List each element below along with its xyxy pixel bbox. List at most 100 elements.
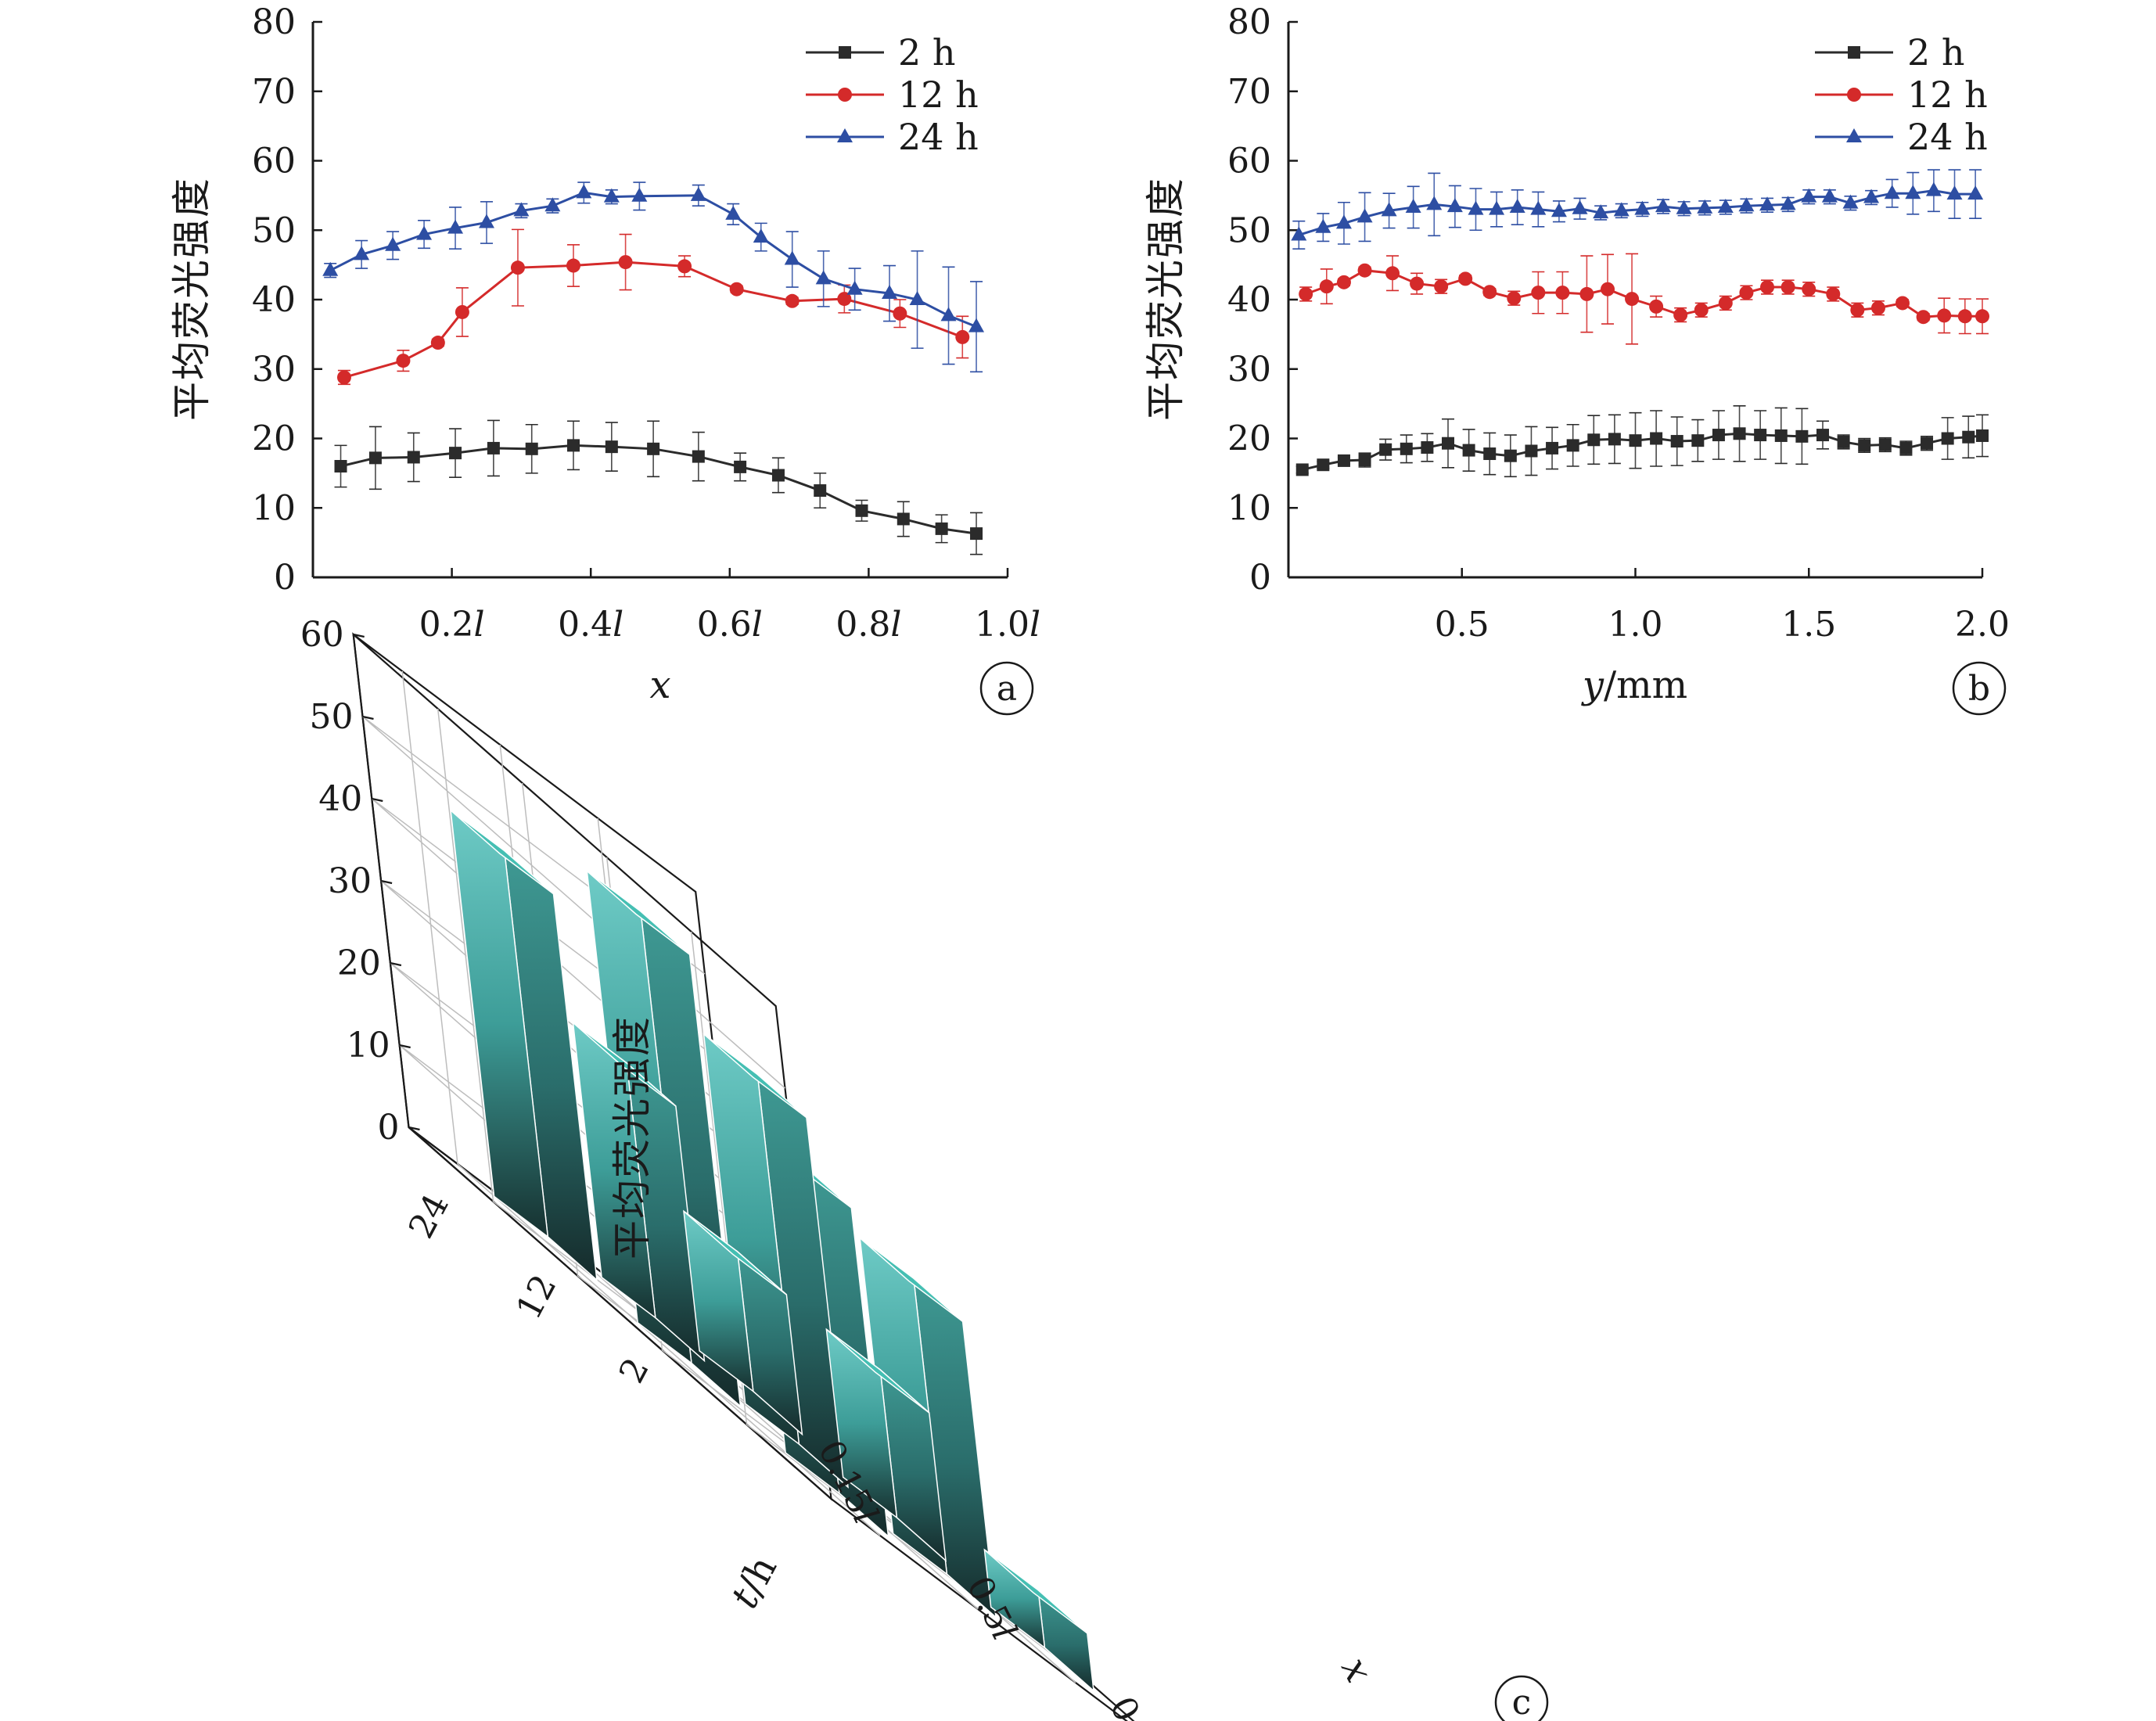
chart-a-x-tick-unit: l xyxy=(613,605,623,645)
chart-a-data-point xyxy=(815,270,832,285)
chart-b-data-point xyxy=(1572,199,1588,214)
chart-c-z-tick xyxy=(390,961,402,967)
chart-a-x-tick-unit: l xyxy=(752,605,763,645)
chart-a-data-point xyxy=(940,307,957,322)
chart-a-data-point xyxy=(846,280,863,295)
chart-c-z-tick-label: 30 xyxy=(328,861,372,901)
chart-b-data-point xyxy=(1759,196,1776,211)
chart-b-data-point xyxy=(1405,198,1421,213)
chart-a-data-point xyxy=(513,202,530,217)
chart-b-data-point xyxy=(1941,432,1954,445)
chart-b-x-tick-label: 0.5 xyxy=(1435,605,1489,645)
chart-b-data-point xyxy=(1925,181,1942,196)
chart-b-data-point xyxy=(1962,430,1975,444)
chart-b-data-point xyxy=(1335,214,1352,229)
chart-a-data-point xyxy=(837,292,852,307)
chart-b-data-point xyxy=(1601,282,1615,296)
chart-b-data-point xyxy=(1870,300,1885,315)
chart-c-z-tick xyxy=(372,797,383,803)
chart-c-gridline xyxy=(401,670,881,1536)
chart-b-data-point xyxy=(1975,309,1989,324)
chart-b-data-point xyxy=(1673,307,1688,322)
chart-a-y-tick-label: 10 xyxy=(252,488,296,528)
chart-b-data-point xyxy=(1421,441,1434,455)
chart-c-t-tick-label: 2 xyxy=(612,1352,657,1390)
chart-b-data-point xyxy=(1381,202,1397,217)
chart-b-data-point xyxy=(1410,276,1425,291)
chart-a-x-tick-unit: l xyxy=(890,605,901,645)
chart-b-series-line xyxy=(1302,432,1983,471)
chart-b-data-point xyxy=(1385,266,1400,281)
chart-c-z-tick-label: 40 xyxy=(318,779,362,819)
chart-b-y-tick-label: 70 xyxy=(1227,72,1271,112)
chart-b-y-tick-label: 30 xyxy=(1227,350,1271,390)
chart-b-data-point xyxy=(1878,438,1892,451)
chart-b-data-point xyxy=(1795,429,1809,443)
chart-a-data-point xyxy=(753,228,769,243)
chart-a-y-tick-label: 50 xyxy=(252,210,296,250)
chart-a-data-point xyxy=(647,442,660,455)
chart-c-z-tick-label: 10 xyxy=(347,1026,390,1065)
chart-b-data-point xyxy=(1507,291,1522,306)
chart-b-data-point xyxy=(1802,282,1816,296)
chart-b-data-point xyxy=(1317,458,1330,472)
chart-b-data-point xyxy=(1400,442,1413,455)
chart-c-t-tick-label: 12 xyxy=(508,1268,564,1325)
chart-a-data-point xyxy=(677,259,692,274)
chart-c-bar-top xyxy=(983,1549,1088,1634)
chart-b-data-point xyxy=(1649,299,1664,314)
chart-c-ylabel-char: 均 xyxy=(609,1180,655,1219)
chart-b-y-ticks: 0 10 20 30 40 50 60 70 80 xyxy=(1227,2,1298,598)
chart-b-data-point xyxy=(1336,275,1351,289)
chart-a-ylabel-char: 度 xyxy=(169,178,214,217)
chart-b-data-point xyxy=(1921,437,1934,450)
chart-b-data-point xyxy=(1555,286,1570,300)
chart-b-data-point xyxy=(1337,454,1350,467)
chart-a-data-point xyxy=(430,336,445,350)
chart-b-y-tick-label: 20 xyxy=(1227,419,1271,459)
chart-a-data-point xyxy=(968,318,985,332)
chart-b-data-point xyxy=(1566,439,1579,452)
chart-c-z-tick-label: 0 xyxy=(378,1108,400,1148)
chart-a-data-point xyxy=(605,440,618,454)
chart-a-data-point xyxy=(692,450,705,463)
chart-b-data-point xyxy=(1760,280,1775,295)
chart-a-data-point xyxy=(855,504,868,517)
chart-a-legend-label: 24 h xyxy=(898,116,979,158)
chart-c-z-tick xyxy=(408,1126,420,1131)
chart-b-ylabel-char: 强 xyxy=(1143,219,1188,258)
chart-a-data-point xyxy=(814,484,827,498)
chart-a-ylabel-char: 光 xyxy=(169,260,214,299)
chart-c-bar-top xyxy=(586,870,691,955)
chart-b-data-point xyxy=(1691,434,1705,447)
chart-c-bar-top xyxy=(683,1210,787,1295)
chart-a-x-tick-num: 0.8 xyxy=(835,605,890,645)
chart-c-bar-top xyxy=(703,1033,807,1119)
chart-b-data-point xyxy=(1733,427,1746,440)
chart-b-legend-marker xyxy=(1847,88,1861,102)
chart-c-z-tick xyxy=(399,1044,411,1049)
chart-b-data-point xyxy=(1694,303,1709,318)
chart-a-y-tick-label: 60 xyxy=(252,142,296,181)
chart-a-data-point xyxy=(618,255,633,270)
chart-b-data-point xyxy=(1937,308,1952,323)
chart-b-x-tick-label: 1.0 xyxy=(1608,605,1663,645)
chart-a-y-ticks: 0 10 20 30 40 50 60 70 80 xyxy=(252,2,322,598)
chart-a-x-tick-num: 0.4 xyxy=(558,605,613,645)
chart-a-data-point xyxy=(525,442,538,455)
chart-a-data-point xyxy=(897,512,910,526)
chart-a-data-point xyxy=(567,439,580,452)
chart-b-data-point xyxy=(1837,435,1850,448)
chart-b-y-tick-label: 60 xyxy=(1227,142,1271,181)
chart-b-data-point xyxy=(1780,196,1796,210)
chart-b-data-point xyxy=(1826,286,1841,301)
chart-b-data-point xyxy=(1850,303,1865,318)
chart-b-data-point xyxy=(1780,280,1795,295)
chart-b-legend-marker xyxy=(1846,128,1862,142)
chart-c-bar xyxy=(683,1209,803,1436)
chart-a-series-2h xyxy=(334,419,983,555)
chart-b-data-point xyxy=(1858,439,1871,452)
